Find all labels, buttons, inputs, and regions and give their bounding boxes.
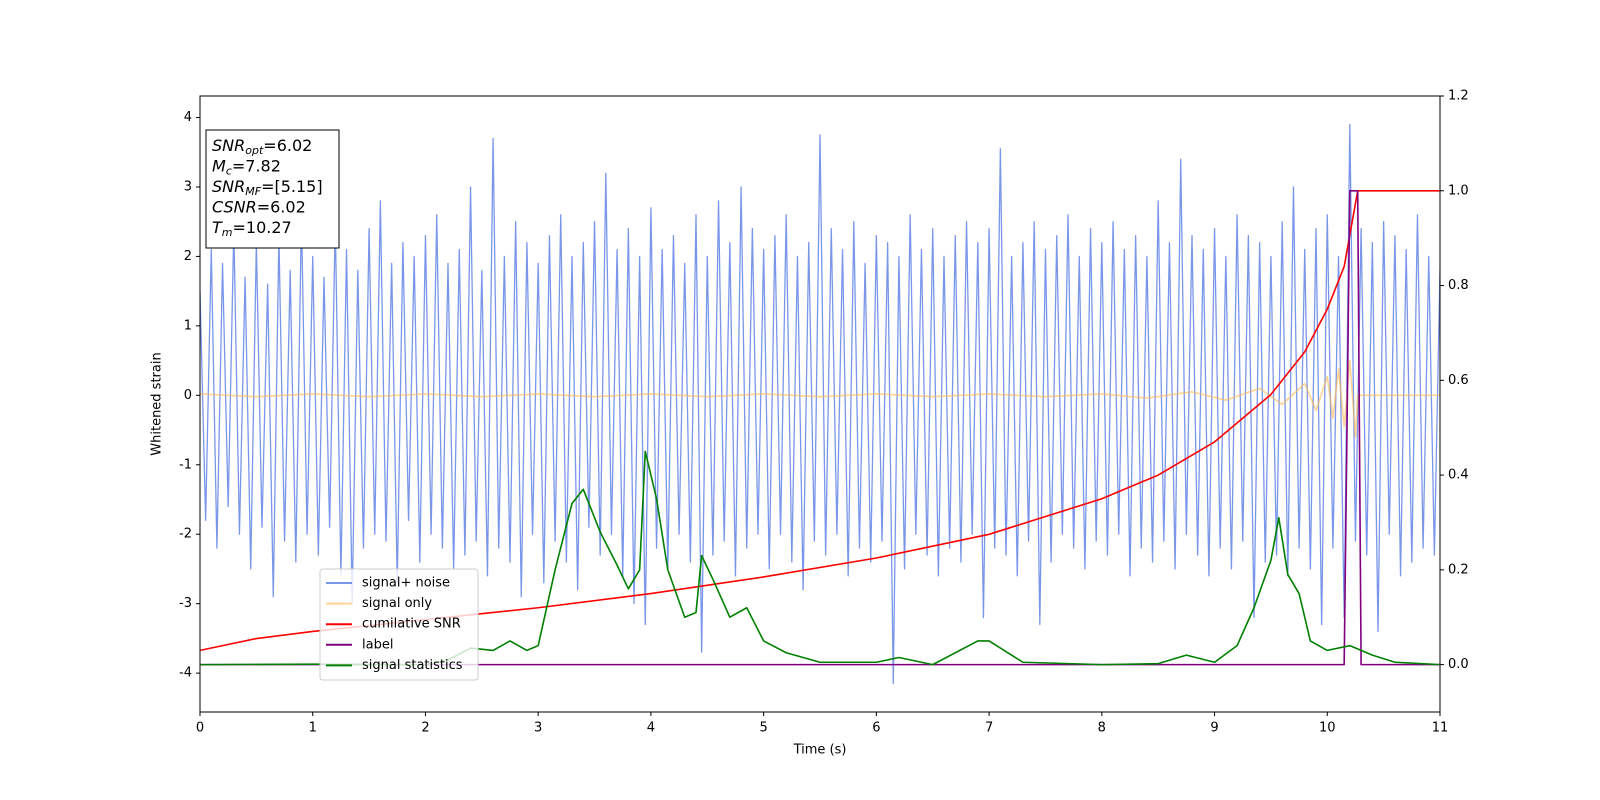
x-tick-label: 2 <box>421 721 429 736</box>
x-tick-label: 6 <box>872 721 880 736</box>
x-axis-label: Time (s) <box>793 743 847 758</box>
annotation-line: Mc=7.82 <box>212 156 281 178</box>
legend-label: label <box>362 637 393 652</box>
annotation-text: =6.02 <box>257 197 306 216</box>
annotation-symbol: SNR <box>212 136 245 155</box>
annotation-box: SNRopt=6.02Mc=7.82SNRMF=[5.15]CSNR=6.02T… <box>205 129 340 249</box>
series-line <box>200 189 1440 666</box>
legend-frame <box>319 568 479 681</box>
y-tick-label: -2 <box>179 527 192 542</box>
legend: signal+ noise signal only cumilative SNR la… <box>319 568 479 681</box>
annotation-line: Tm=10.27 <box>212 218 292 240</box>
x-tick-label: 9 <box>1210 721 1218 736</box>
x-tick-label: 0 <box>196 721 204 736</box>
y2-tick-label: 0.2 <box>1448 562 1469 577</box>
y-tick-label: -1 <box>179 457 192 472</box>
annotation-line: SNRopt=6.02 <box>212 136 312 158</box>
y2-tick-label: 1.2 <box>1448 89 1469 104</box>
legend-label: signal only <box>362 596 432 611</box>
annotation-text: =6.02 <box>263 136 312 155</box>
annotation-text: =10.27 <box>233 218 292 237</box>
x-tick-label: 5 <box>759 721 767 736</box>
y2-tick-label: 0.4 <box>1448 468 1469 483</box>
annotation-subscript: m <box>222 226 233 239</box>
y2-tick-label: 0.8 <box>1448 278 1469 293</box>
legend-label: cumilative SNR <box>362 617 461 632</box>
x-tick-label: 4 <box>647 721 655 736</box>
annotation-symbol: T <box>212 218 223 237</box>
annotation-symbol: SNR <box>212 177 245 196</box>
y2-tick-label: 0.6 <box>1448 373 1469 388</box>
x-tick-label: 1 <box>309 721 317 736</box>
x-tick-label: 7 <box>985 721 993 736</box>
y-tick-label: 1 <box>184 318 192 333</box>
x-tick-label: 3 <box>534 721 542 736</box>
x-tick-label: 11 <box>1432 721 1449 736</box>
annotation-symbol: CSNR <box>212 197 257 216</box>
annotation-line: SNRMF=[5.15] <box>212 177 323 199</box>
annotation-symbol: M <box>212 156 226 175</box>
annotation-text: =[5.15] <box>261 177 323 196</box>
x-tick-label: 10 <box>1319 721 1336 736</box>
y-tick-label: 4 <box>184 110 192 125</box>
annotation-line: CSNR=6.02 <box>212 197 306 216</box>
legend-label: signal statistics <box>362 658 463 673</box>
annotation-subscript: c <box>226 165 232 178</box>
annotation-frame <box>205 129 340 249</box>
legend-label: signal+ noise <box>362 576 450 591</box>
series-line <box>200 359 1440 438</box>
y2-tick-label: 1.0 <box>1448 183 1469 198</box>
y-tick-label: 0 <box>184 388 192 403</box>
y-tick-label: 3 <box>184 179 192 194</box>
y-tick-label: -3 <box>179 596 192 611</box>
y-axis-label: Whitened strain <box>150 352 165 455</box>
y-tick-label: 2 <box>184 249 192 264</box>
annotation-subscript: MF <box>245 185 261 198</box>
annotation-text: =7.82 <box>232 156 281 175</box>
y-tick-label: -4 <box>179 666 192 681</box>
series-line <box>200 123 1440 685</box>
plot-frame <box>199 95 1441 713</box>
x-tick-label: 8 <box>1098 721 1106 736</box>
annotation-subscript: opt <box>245 144 264 157</box>
series-line <box>200 450 1440 666</box>
y2-tick-label: 0.0 <box>1448 657 1469 672</box>
